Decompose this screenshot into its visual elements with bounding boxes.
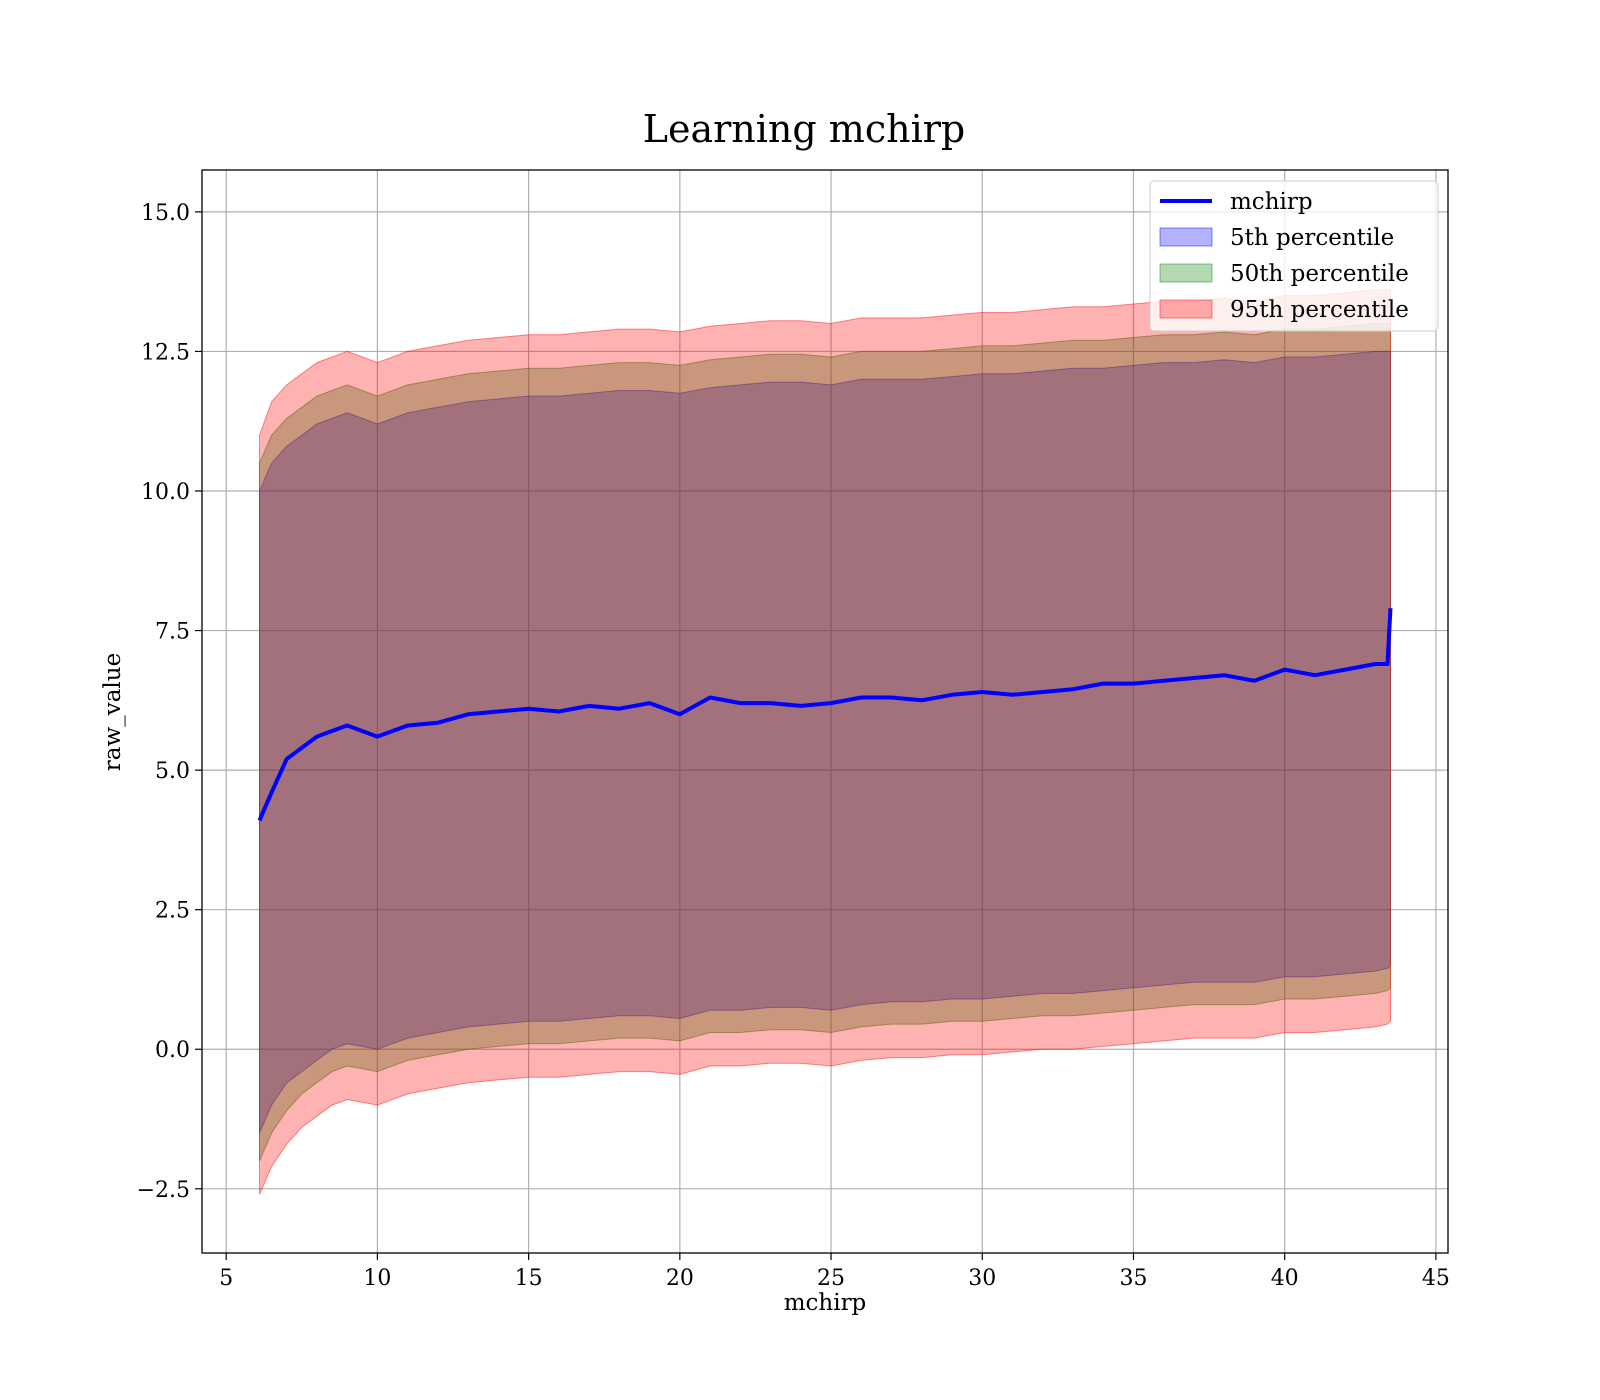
legend-swatch <box>1159 263 1213 283</box>
y-tick-label: −2.5 <box>137 1178 190 1203</box>
chart-title: Learning mchirp <box>643 107 965 151</box>
percentile-bands <box>259 289 1391 1195</box>
band-5th-percentile <box>259 350 1391 1134</box>
y-tick-label: 7.5 <box>155 620 190 645</box>
legend-label: mchirp <box>1230 189 1313 215</box>
y-tick-label: 2.5 <box>155 899 190 924</box>
band-50th-percentile <box>259 323 1391 1162</box>
x-tick-label: 10 <box>363 1266 391 1291</box>
series-lines <box>257 608 1393 822</box>
x-axis-label: mchirp <box>784 1290 867 1316</box>
legend: mchirp 5th percentile 50th percentile 95th … <box>1149 180 1439 332</box>
legend-label: 5th percentile <box>1230 225 1394 251</box>
legend-label: 95th percentile <box>1230 297 1409 323</box>
y-axis-ticks: −2.5 0.0 2.5 5.0 7.5 10.0 12.5 15.0 <box>137 201 202 1203</box>
x-tick-label: 30 <box>968 1266 996 1291</box>
line-mchirp <box>257 608 1393 822</box>
legend-box <box>1149 180 1439 332</box>
plot-frame <box>201 169 1449 1254</box>
y-tick-label: 5.0 <box>155 759 190 784</box>
y-tick-label: 12.5 <box>141 340 190 365</box>
x-axis-ticks: 5 10 15 20 25 30 35 40 45 <box>219 1253 1450 1291</box>
y-axis-label: raw_value <box>100 653 126 771</box>
grid <box>202 170 1448 1253</box>
x-tick-label: 40 <box>1271 1266 1299 1291</box>
x-tick-label: 15 <box>515 1266 543 1291</box>
legend-swatch <box>1159 299 1213 319</box>
band-95th-percentile <box>259 289 1391 1195</box>
y-tick-label: 15.0 <box>141 201 190 226</box>
x-tick-label: 25 <box>817 1266 845 1291</box>
x-tick-label: 20 <box>666 1266 694 1291</box>
y-tick-label: 0.0 <box>155 1038 190 1063</box>
legend-swatch <box>1159 227 1213 247</box>
x-tick-label: 5 <box>219 1266 233 1291</box>
x-tick-label: 45 <box>1422 1266 1450 1291</box>
y-tick-label: 10.0 <box>141 480 190 505</box>
x-tick-label: 35 <box>1119 1266 1147 1291</box>
legend-label: 50th percentile <box>1230 261 1409 287</box>
